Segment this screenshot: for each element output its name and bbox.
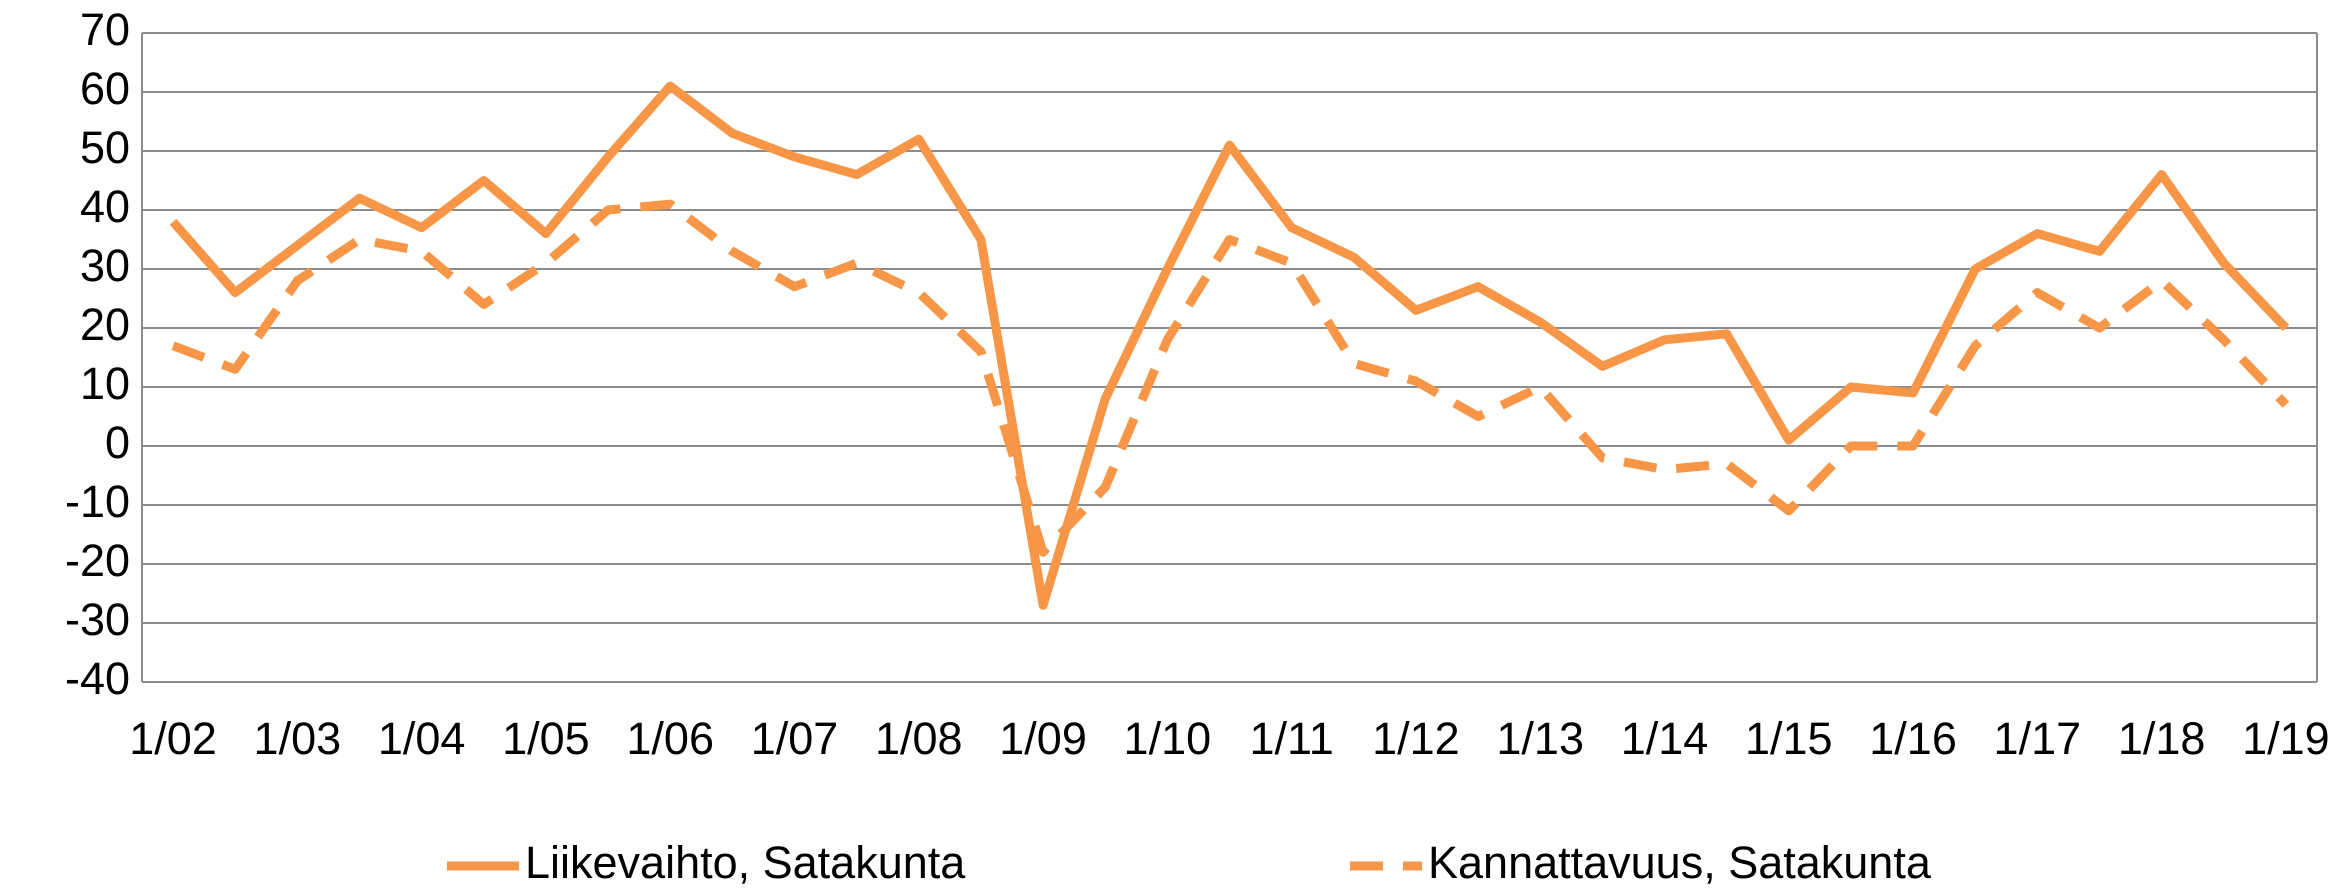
x-tick-label: 1/18 [2118,713,2206,764]
y-tick-label: -30 [65,594,130,645]
x-tick-label: 1/10 [1124,713,1212,764]
legend-label: Kannattavuus, Satakunta [1428,837,1932,888]
y-tick-label: 40 [80,181,130,232]
y-tick-label: 70 [80,4,130,55]
x-tick-label: 1/14 [1621,713,1709,764]
x-tick-label: 1/07 [751,713,839,764]
x-tick-label: 1/02 [129,713,217,764]
x-tick-label: 1/15 [1745,713,1833,764]
x-tick-label: 1/16 [1869,713,1957,764]
y-tick-label: 20 [80,299,130,350]
x-tick-label: 1/03 [254,713,342,764]
x-tick-label: 1/13 [1496,713,1584,764]
series-line [171,199,2290,557]
x-tick-label: 1/17 [1994,713,2082,764]
x-tick-label: 1/04 [378,713,466,764]
x-tick-label: 1/09 [999,713,1087,764]
x-tick-label: 1/08 [875,713,963,764]
series-line [169,81,2290,610]
x-tick-label: 1/19 [2242,713,2330,764]
x-tick-label: 1/06 [626,713,714,764]
y-tick-label: 0 [105,417,130,468]
y-tick-label: 60 [80,63,130,114]
y-tick-label: 10 [80,358,130,409]
y-tick-label: -20 [65,535,130,586]
x-tick-label: 1/12 [1372,713,1460,764]
x-tick-label: 1/05 [502,713,590,764]
x-tick-label: 1/11 [1250,713,1334,764]
y-tick-label: 50 [80,122,130,173]
y-tick-label: 30 [80,240,130,291]
y-tick-label: -40 [65,653,130,704]
legend-label: Liikevaihto, Satakunta [525,837,966,888]
y-tick-label: -10 [65,476,130,527]
